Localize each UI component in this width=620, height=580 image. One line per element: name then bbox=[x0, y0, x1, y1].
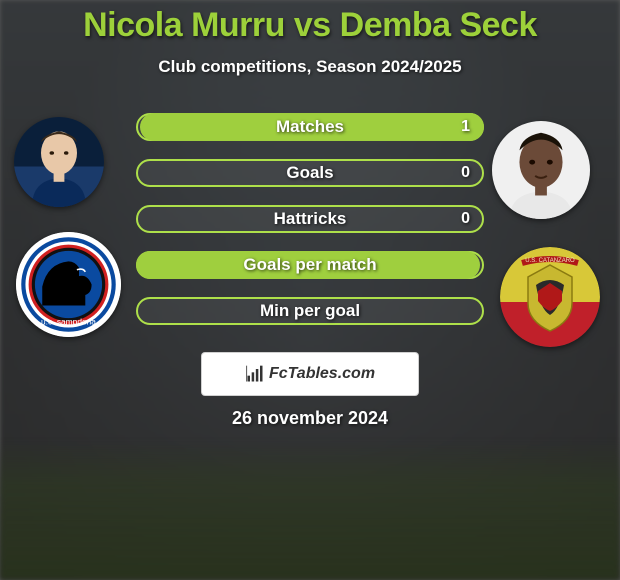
player1-avatar bbox=[14, 117, 104, 207]
player1-club-badge: u.c. sampdoria bbox=[16, 232, 121, 337]
comparison-area: u.c. sampdoria U.S. CATANZARO bbox=[0, 107, 620, 347]
vs-text: vs bbox=[294, 6, 331, 44]
bar-label: Min per goal bbox=[260, 301, 360, 321]
stat-bar-hattricks: Hattricks 0 bbox=[136, 205, 484, 233]
bar-value-right: 1 bbox=[461, 118, 470, 136]
bar-label: Matches bbox=[276, 117, 344, 137]
bar-label: Goals per match bbox=[243, 255, 376, 275]
bar-label: Goals bbox=[286, 163, 333, 183]
subtitle: Club competitions, Season 2024/2025 bbox=[0, 57, 620, 77]
credit-text: FcTables.com bbox=[269, 365, 375, 383]
stat-bars: Matches 1 Goals 0 Hattricks 0 Goals per match M… bbox=[136, 113, 484, 325]
club-right-svg: U.S. CATANZARO bbox=[500, 247, 600, 347]
page-title: Nicola Murru vs Demba Seck bbox=[0, 0, 620, 45]
stat-bar-min-per-goal: Min per goal bbox=[136, 297, 484, 325]
svg-text:u.c. sampdoria: u.c. sampdoria bbox=[41, 316, 96, 326]
stat-bar-goals: Goals 0 bbox=[136, 159, 484, 187]
date-text: 26 november 2024 bbox=[232, 408, 388, 429]
player1-name: Nicola Murru bbox=[83, 6, 285, 44]
bar-value-right: 0 bbox=[461, 210, 470, 228]
player2-club-badge: U.S. CATANZARO bbox=[500, 247, 600, 347]
stat-bar-goals-per-match: Goals per match bbox=[136, 251, 484, 279]
svg-text:U.S. CATANZARO: U.S. CATANZARO bbox=[525, 258, 575, 264]
bar-value-right: 0 bbox=[461, 164, 470, 182]
bar-label: Hattricks bbox=[274, 209, 347, 229]
stat-bar-matches: Matches 1 bbox=[136, 113, 484, 141]
player1-avatar-svg bbox=[14, 117, 104, 207]
chart-icon bbox=[245, 364, 265, 384]
player2-name: Demba Seck bbox=[340, 6, 537, 44]
player2-avatar bbox=[492, 121, 590, 219]
player2-avatar-svg bbox=[492, 121, 590, 219]
credit-box: FcTables.com bbox=[202, 353, 418, 395]
content-root: Nicola Murru vs Demba Seck Club competit… bbox=[0, 0, 620, 580]
club-left-svg: u.c. sampdoria bbox=[16, 232, 121, 337]
